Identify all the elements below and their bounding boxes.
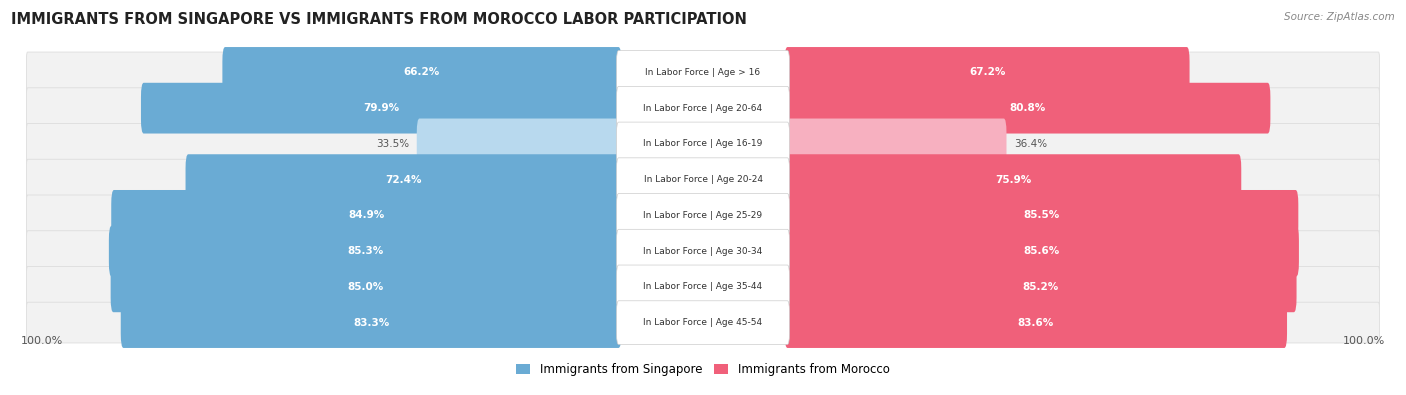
Text: In Labor Force | Age 25-29: In Labor Force | Age 25-29 — [644, 211, 762, 220]
FancyBboxPatch shape — [27, 195, 1379, 236]
FancyBboxPatch shape — [222, 47, 621, 98]
FancyBboxPatch shape — [617, 301, 789, 344]
Text: Source: ZipAtlas.com: Source: ZipAtlas.com — [1284, 12, 1395, 22]
Text: 36.4%: 36.4% — [1014, 139, 1047, 149]
FancyBboxPatch shape — [108, 226, 621, 276]
FancyBboxPatch shape — [785, 297, 1286, 348]
FancyBboxPatch shape — [27, 267, 1379, 307]
Text: 85.0%: 85.0% — [347, 282, 384, 292]
FancyBboxPatch shape — [27, 52, 1379, 93]
Text: In Labor Force | Age 30-34: In Labor Force | Age 30-34 — [644, 246, 762, 256]
FancyBboxPatch shape — [27, 88, 1379, 128]
FancyBboxPatch shape — [617, 122, 789, 166]
Text: 33.5%: 33.5% — [377, 139, 409, 149]
Text: 79.9%: 79.9% — [363, 103, 399, 113]
Text: 83.6%: 83.6% — [1018, 318, 1054, 327]
FancyBboxPatch shape — [785, 47, 1189, 98]
FancyBboxPatch shape — [27, 124, 1379, 164]
Text: 85.5%: 85.5% — [1024, 211, 1060, 220]
FancyBboxPatch shape — [785, 226, 1299, 276]
FancyBboxPatch shape — [617, 194, 789, 237]
Text: 75.9%: 75.9% — [995, 175, 1031, 184]
FancyBboxPatch shape — [617, 158, 789, 201]
Legend: Immigrants from Singapore, Immigrants from Morocco: Immigrants from Singapore, Immigrants fr… — [512, 358, 894, 381]
Text: In Labor Force | Age 16-19: In Labor Force | Age 16-19 — [644, 139, 762, 149]
FancyBboxPatch shape — [416, 118, 621, 169]
FancyBboxPatch shape — [27, 159, 1379, 200]
FancyBboxPatch shape — [186, 154, 621, 205]
FancyBboxPatch shape — [617, 265, 789, 308]
Text: 80.8%: 80.8% — [1010, 103, 1046, 113]
Text: 72.4%: 72.4% — [385, 175, 422, 184]
Text: 85.6%: 85.6% — [1024, 246, 1060, 256]
Text: In Labor Force | Age 20-24: In Labor Force | Age 20-24 — [644, 175, 762, 184]
Text: 100.0%: 100.0% — [1343, 336, 1385, 346]
FancyBboxPatch shape — [785, 261, 1296, 312]
FancyBboxPatch shape — [785, 190, 1298, 241]
Text: 85.2%: 85.2% — [1022, 282, 1059, 292]
Text: In Labor Force | Age 20-64: In Labor Force | Age 20-64 — [644, 103, 762, 113]
FancyBboxPatch shape — [141, 83, 621, 134]
Text: 67.2%: 67.2% — [969, 68, 1005, 77]
Text: In Labor Force | Age 35-44: In Labor Force | Age 35-44 — [644, 282, 762, 292]
FancyBboxPatch shape — [617, 87, 789, 130]
FancyBboxPatch shape — [27, 302, 1379, 343]
FancyBboxPatch shape — [785, 83, 1271, 134]
Text: 85.3%: 85.3% — [347, 246, 384, 256]
FancyBboxPatch shape — [617, 51, 789, 94]
FancyBboxPatch shape — [785, 154, 1241, 205]
Text: 84.9%: 84.9% — [349, 211, 384, 220]
Text: 100.0%: 100.0% — [21, 336, 63, 346]
FancyBboxPatch shape — [27, 231, 1379, 271]
FancyBboxPatch shape — [121, 297, 621, 348]
Text: In Labor Force | Age 45-54: In Labor Force | Age 45-54 — [644, 318, 762, 327]
FancyBboxPatch shape — [785, 118, 1007, 169]
Text: IMMIGRANTS FROM SINGAPORE VS IMMIGRANTS FROM MOROCCO LABOR PARTICIPATION: IMMIGRANTS FROM SINGAPORE VS IMMIGRANTS … — [11, 12, 747, 27]
FancyBboxPatch shape — [111, 190, 621, 241]
Text: 66.2%: 66.2% — [404, 68, 440, 77]
Text: 83.3%: 83.3% — [353, 318, 389, 327]
FancyBboxPatch shape — [111, 261, 621, 312]
Text: In Labor Force | Age > 16: In Labor Force | Age > 16 — [645, 68, 761, 77]
FancyBboxPatch shape — [617, 229, 789, 273]
